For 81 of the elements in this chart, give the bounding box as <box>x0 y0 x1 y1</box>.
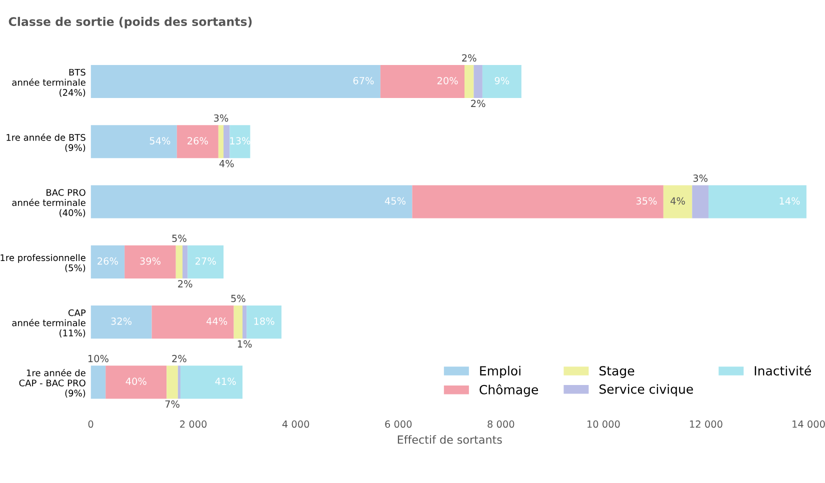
bar <box>482 64 522 98</box>
annotation: 40% <box>126 378 146 385</box>
x-tick-label: 12 000 <box>690 420 722 428</box>
annotation: 41% <box>215 378 236 385</box>
annotation: 4% <box>219 160 234 168</box>
bar <box>474 64 482 98</box>
bar <box>176 245 183 278</box>
x-tick-label: 4 000 <box>282 420 310 428</box>
bar <box>90 185 412 218</box>
annotation: 35% <box>636 197 657 205</box>
bar <box>708 185 806 218</box>
annotation: 44% <box>206 318 228 325</box>
legend-label: Stage <box>600 366 634 378</box>
bar <box>178 366 180 399</box>
annotation: 2% <box>462 54 476 62</box>
x-tick-label: 0 <box>88 420 94 428</box>
annotation: 13% <box>230 137 250 144</box>
annotation: 10% <box>88 354 108 362</box>
annotation: 5% <box>172 234 186 242</box>
bar <box>224 125 230 158</box>
bar <box>166 366 178 399</box>
annotation: 45% <box>384 197 406 205</box>
bar <box>230 125 250 158</box>
x-tick-label: 8 000 <box>488 420 514 428</box>
bar <box>90 366 106 399</box>
x-tick-label: 2 000 <box>180 420 207 428</box>
bar <box>90 305 152 339</box>
annotation: 3% <box>214 114 228 122</box>
annotation: 9% <box>494 76 510 84</box>
x-axis-title: Effectif de sortants <box>398 435 502 444</box>
bar <box>90 245 125 278</box>
bar <box>182 245 188 278</box>
bar <box>176 125 218 158</box>
annotation: 2% <box>172 354 186 362</box>
annotation: 5% <box>231 294 246 302</box>
y-tick-label: 1re année de BTS (9%) <box>6 133 86 152</box>
annotation: 26% <box>98 257 118 265</box>
annotation: 2% <box>178 280 192 288</box>
annotation: 3% <box>693 174 708 182</box>
bar <box>242 305 247 339</box>
legend-label: Service civique <box>600 384 693 396</box>
annotation: 14% <box>780 197 800 205</box>
bar <box>692 185 709 218</box>
legend-label: Chômage <box>480 384 538 397</box>
bar <box>106 366 167 399</box>
bar <box>663 185 692 218</box>
annotation: 18% <box>254 318 274 325</box>
x-tick-label: 14 000 <box>792 420 825 428</box>
bar <box>188 245 224 278</box>
bar <box>218 125 224 158</box>
bar <box>180 366 243 399</box>
bar <box>90 125 177 158</box>
bar <box>412 185 664 218</box>
annotation: 4% <box>670 197 685 205</box>
annotation: 27% <box>196 257 216 265</box>
y-tick-label: CAP année terminale (11%) <box>12 309 86 338</box>
legend-label: Inactivité <box>754 365 811 376</box>
bar <box>124 245 176 278</box>
annotation: 2% <box>471 100 486 108</box>
annotation: 1% <box>238 340 252 348</box>
x-tick-label: 6 000 <box>385 420 412 428</box>
x-tick-label: 10 000 <box>587 420 620 428</box>
annotation: 39% <box>140 257 160 265</box>
annotation: 26% <box>188 137 208 144</box>
bar <box>464 64 474 98</box>
y-tick-label: 1re professionnelle (5%) <box>0 254 86 272</box>
annotation: 54% <box>150 137 170 144</box>
y-tick-label: BTS année terminale (24%) <box>12 68 86 97</box>
annotation: 20% <box>437 76 458 84</box>
bar <box>246 305 282 339</box>
annotation: 7% <box>165 400 180 408</box>
bar <box>90 64 380 98</box>
bar <box>380 64 464 98</box>
bar <box>152 305 234 339</box>
legend-label: Emploi <box>480 366 520 378</box>
chart-title: Classe de sortie (poids des sortants) <box>8 16 252 28</box>
annotation: 32% <box>111 318 132 325</box>
annotation: 67% <box>353 76 374 84</box>
y-tick-label: 1re année de CAP - BAC PRO (9%) <box>19 368 86 398</box>
bar <box>234 305 243 339</box>
y-tick-label: BAC PRO année terminale (40%) <box>12 189 86 218</box>
